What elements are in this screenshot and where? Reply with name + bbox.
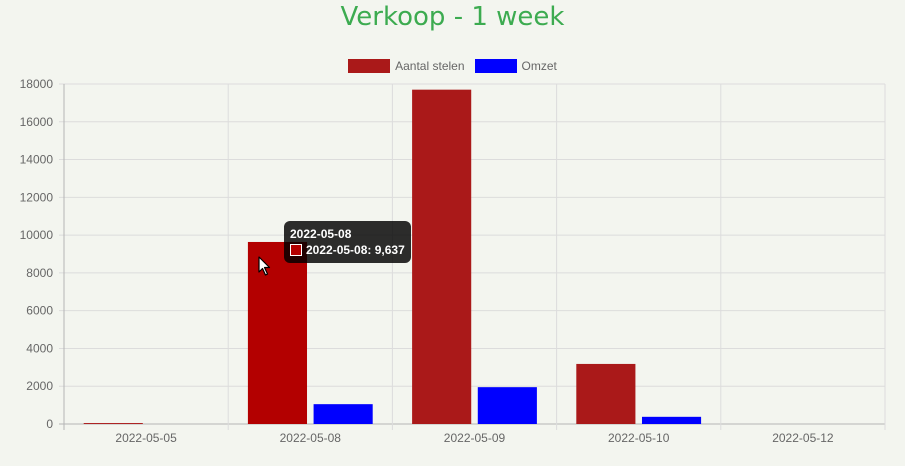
y-tick-label: 16000 xyxy=(20,115,54,129)
chart-legend: Aantal stelen Omzet xyxy=(0,59,905,73)
legend-swatch-aantal-stelen xyxy=(348,59,391,73)
mouse-pointer-icon xyxy=(258,256,271,276)
x-tick-label: 2022-05-10 xyxy=(608,431,670,445)
bar-omzet xyxy=(477,387,537,424)
x-tick-label: 2022-05-05 xyxy=(115,431,177,445)
y-tick-label: 2000 xyxy=(26,379,53,393)
y-tick-label: 10000 xyxy=(20,228,54,242)
bar-aantal-stelen xyxy=(412,89,472,425)
legend-item-aantal-stelen[interactable]: Aantal stelen xyxy=(348,59,465,73)
y-tick-label: 18000 xyxy=(20,77,54,91)
bar-omzet xyxy=(641,416,702,424)
bar-omzet xyxy=(313,404,373,424)
y-tick-label: 14000 xyxy=(20,153,54,167)
legend-swatch-omzet xyxy=(474,59,517,73)
bar-aantal-stelen xyxy=(576,363,636,424)
x-tick-label: 2022-05-12 xyxy=(772,431,834,445)
tooltip-swatch xyxy=(290,244,302,256)
bar-aantal-stelen xyxy=(83,423,143,424)
legend-label-aantal-stelen: Aantal stelen xyxy=(395,59,465,73)
tooltip-row: 2022-05-08: 9,637 xyxy=(290,242,405,258)
y-tick-label: 12000 xyxy=(20,190,54,204)
x-tick-label: 2022-05-08 xyxy=(280,431,342,445)
y-tick-label: 0 xyxy=(46,417,53,431)
y-tick-label: 8000 xyxy=(26,266,53,280)
chart-tooltip: 2022-05-08 2022-05-08: 9,637 xyxy=(284,221,411,263)
legend-label-omzet: Omzet xyxy=(521,59,557,73)
y-tick-label: 4000 xyxy=(26,341,53,355)
legend-item-omzet[interactable]: Omzet xyxy=(474,59,557,73)
x-tick-label: 2022-05-09 xyxy=(444,431,506,445)
tooltip-title: 2022-05-08 xyxy=(290,227,352,241)
tooltip-label: 2022-05-08: 9,637 xyxy=(306,243,405,257)
chart-title: Verkoop - 1 week xyxy=(340,2,565,32)
bar-aantal-stelen xyxy=(247,241,308,424)
y-tick-label: 6000 xyxy=(26,304,53,318)
